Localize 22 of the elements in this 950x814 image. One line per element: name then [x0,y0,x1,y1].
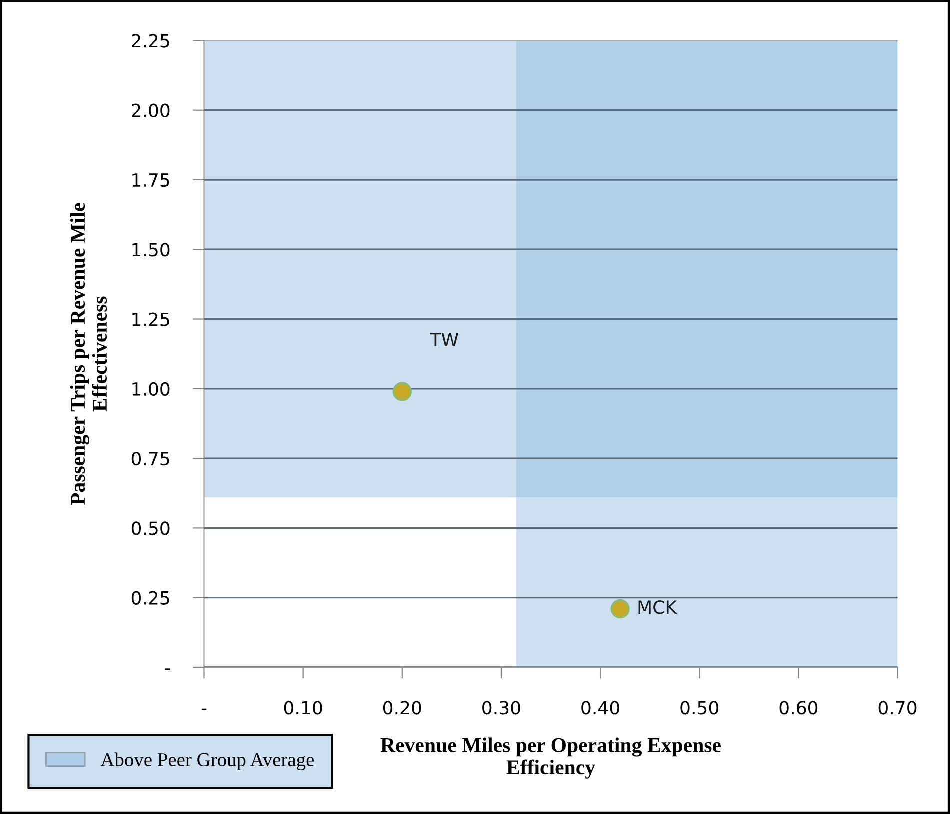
series-label: MCK [638,600,678,614]
x-tick-label: 0.40 [582,701,620,715]
y-tick-label: 2.00 [132,104,170,118]
x-tick-label: 0.70 [878,701,917,715]
x-axis-title: Revenue Miles per Operating Expense Efficiency [380,738,721,779]
x-tick-label: 0.20 [383,701,422,715]
y-tick-label: 0.25 [132,591,170,605]
x-tick-label: 0.10 [284,701,322,715]
y-tick-label: 0.50 [132,522,170,536]
y-tick-label: 2.25 [132,34,170,48]
x-tick-label: 0.30 [482,701,520,715]
y-axis-title: Passenger Trips per Revenue Mile Effectiveness [70,203,108,506]
y-tick-label: 1.75 [132,174,170,188]
x-tick-label: 0.60 [780,701,818,715]
x-tick-label: 0.50 [680,701,719,715]
y-tick-label: 1.50 [132,243,170,257]
legend-label: Above Peer Group Average [100,752,314,770]
y-tick-label: 0.75 [132,452,170,466]
y-tick-label: - [165,668,170,670]
text: TW [430,333,458,346]
y-tick-label: 1.25 [132,312,170,326]
y-tick-label: 1.00 [132,382,170,396]
